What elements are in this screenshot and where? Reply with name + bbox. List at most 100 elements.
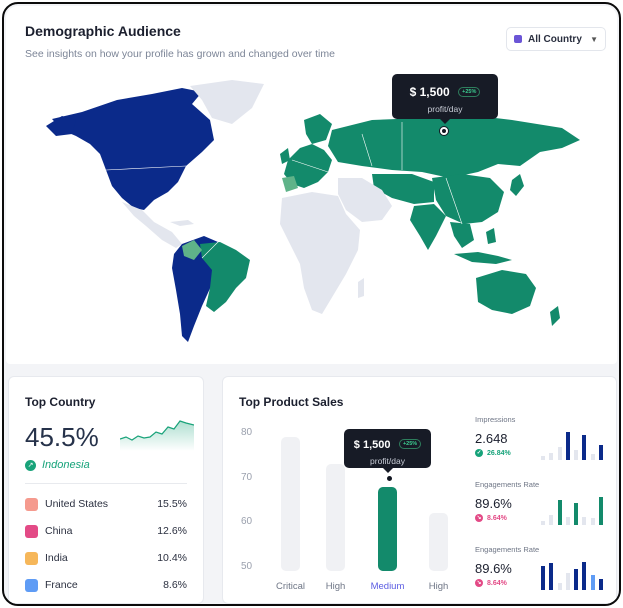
metric-value: 89.6% [475, 496, 512, 511]
mini-bar [574, 502, 579, 525]
map-marker[interactable] [440, 127, 448, 135]
map-caribbean[interactable] [170, 220, 194, 226]
mini-bar [598, 497, 603, 525]
country-filter-dropdown[interactable]: All Country ▼ [506, 27, 606, 51]
top-country-name: Indonesia [42, 459, 90, 471]
map-tooltip-label: profit/day [427, 104, 463, 114]
country-list-item[interactable]: India 10.4% [25, 551, 187, 565]
map-brazil[interactable] [200, 242, 250, 312]
map-africa[interactable] [280, 192, 360, 314]
bar-medium[interactable] [378, 486, 397, 571]
trending-up-icon: ↗ [25, 459, 36, 471]
country-percent: 8.6% [163, 579, 187, 591]
mini-bar [565, 573, 570, 590]
map-philippines[interactable] [486, 228, 496, 244]
country-list-item[interactable]: United States 15.5% [25, 497, 187, 511]
metrics-column: Impressions 2.648 ✓ 26.84% Engagements Rate 8… [475, 377, 615, 604]
y-tick-label: 60 [241, 516, 253, 528]
country-list-item[interactable]: France 8.6% [25, 578, 187, 592]
metric-value: 89.6% [475, 561, 512, 576]
x-tick-label: Critical [275, 581, 306, 592]
map-europe[interactable] [284, 144, 332, 188]
map-central-america[interactable] [122, 202, 182, 248]
sales-tooltip-label: profit/day [370, 456, 405, 466]
country-name: France [45, 579, 78, 591]
mini-bar [598, 444, 603, 460]
metric-label: Engagements Rate [475, 480, 540, 489]
bar-high[interactable] [326, 464, 345, 571]
top-country-card: Top Country 45.5% ↗ Indonesia United Sta… [8, 376, 204, 604]
map-china[interactable] [432, 174, 504, 224]
mini-bar-chart [541, 497, 603, 525]
y-tick-label: 50 [241, 561, 253, 572]
top-country-title: Top Country [25, 395, 96, 409]
country-name: India [45, 552, 68, 564]
map-australia[interactable] [476, 270, 536, 314]
tooltip-arrow [382, 468, 393, 473]
trending-down-icon: ↘ [475, 579, 483, 587]
trending-down-icon: ↘ [475, 514, 483, 522]
mini-bar [598, 578, 603, 590]
sales-tooltip: $ 1,500 +25% profit/day [344, 429, 431, 473]
mini-bar [549, 563, 554, 590]
x-tick-label: Medium [370, 581, 405, 592]
metric-change-row: ↘ 8.64% [475, 579, 507, 587]
map-indonesia[interactable] [454, 252, 512, 264]
top-country-trend: ↗ Indonesia [25, 459, 90, 471]
mini-bar [541, 455, 545, 460]
country-percent: 15.5% [157, 498, 187, 510]
mini-bar [565, 516, 570, 525]
sparkline-chart [120, 420, 194, 451]
mini-bar [582, 516, 587, 525]
mini-bar [565, 432, 570, 460]
tooltip-arrow [440, 119, 450, 124]
map-southeast-asia[interactable] [450, 222, 474, 248]
mini-bar-chart [541, 562, 603, 590]
map-alaska[interactable] [46, 116, 76, 136]
y-tick-label: 70 [241, 471, 253, 483]
metric-value: 2.648 [475, 431, 508, 446]
mini-bar [541, 566, 545, 590]
x-tick-label: High [428, 581, 449, 592]
map-japan[interactable] [510, 174, 524, 196]
map-russia[interactable] [328, 114, 580, 178]
top-product-sales-card: Top Product Sales 80 70 60 50 Critical High Me… [222, 376, 617, 604]
mini-bar [549, 515, 554, 525]
map-colombia[interactable] [182, 240, 202, 260]
metric-change: 8.64% [487, 514, 507, 522]
mini-bar [590, 518, 595, 525]
mini-bar [574, 569, 579, 590]
map-india[interactable] [410, 204, 446, 250]
metric-label: Impressions [475, 415, 516, 424]
demographic-audience-card: Demographic Audience See insights on how… [6, 6, 617, 364]
mini-bar [557, 583, 562, 590]
country-swatch [25, 551, 38, 565]
bar-high[interactable] [429, 513, 448, 571]
metric-change-row: ✓ 26.84% [475, 449, 511, 457]
filter-swatch [514, 35, 522, 43]
map-middle-east[interactable] [338, 178, 392, 222]
map-madagascar[interactable] [358, 278, 364, 298]
top-product-title: Top Product Sales [239, 395, 344, 409]
map-new-zealand[interactable] [550, 306, 560, 326]
map-tooltip-value: $ 1,500 [409, 85, 450, 99]
metric-change: 26.84% [487, 449, 511, 457]
map-central-asia[interactable] [372, 174, 434, 204]
country-swatch [25, 578, 38, 592]
map-greenland[interactable] [190, 80, 264, 124]
map-tooltip: $ 1,500 +25% profit/day [392, 74, 498, 124]
map-scandinavia[interactable] [304, 114, 332, 144]
mini-bar [541, 520, 545, 525]
bar-critical[interactable] [281, 437, 300, 571]
country-list-item[interactable]: China 12.6% [25, 524, 187, 538]
sales-tooltip-badge: +25% [398, 438, 422, 449]
map-north-america[interactable] [52, 88, 214, 210]
map-iberia[interactable] [282, 176, 298, 192]
top-country-percent: 45.5% [25, 422, 99, 452]
sparkline-area [120, 421, 194, 451]
check-circle-icon: ✓ [475, 449, 483, 457]
bar-highlight-dot [387, 476, 392, 481]
map-uk[interactable] [280, 148, 290, 164]
country-swatch [25, 524, 38, 538]
